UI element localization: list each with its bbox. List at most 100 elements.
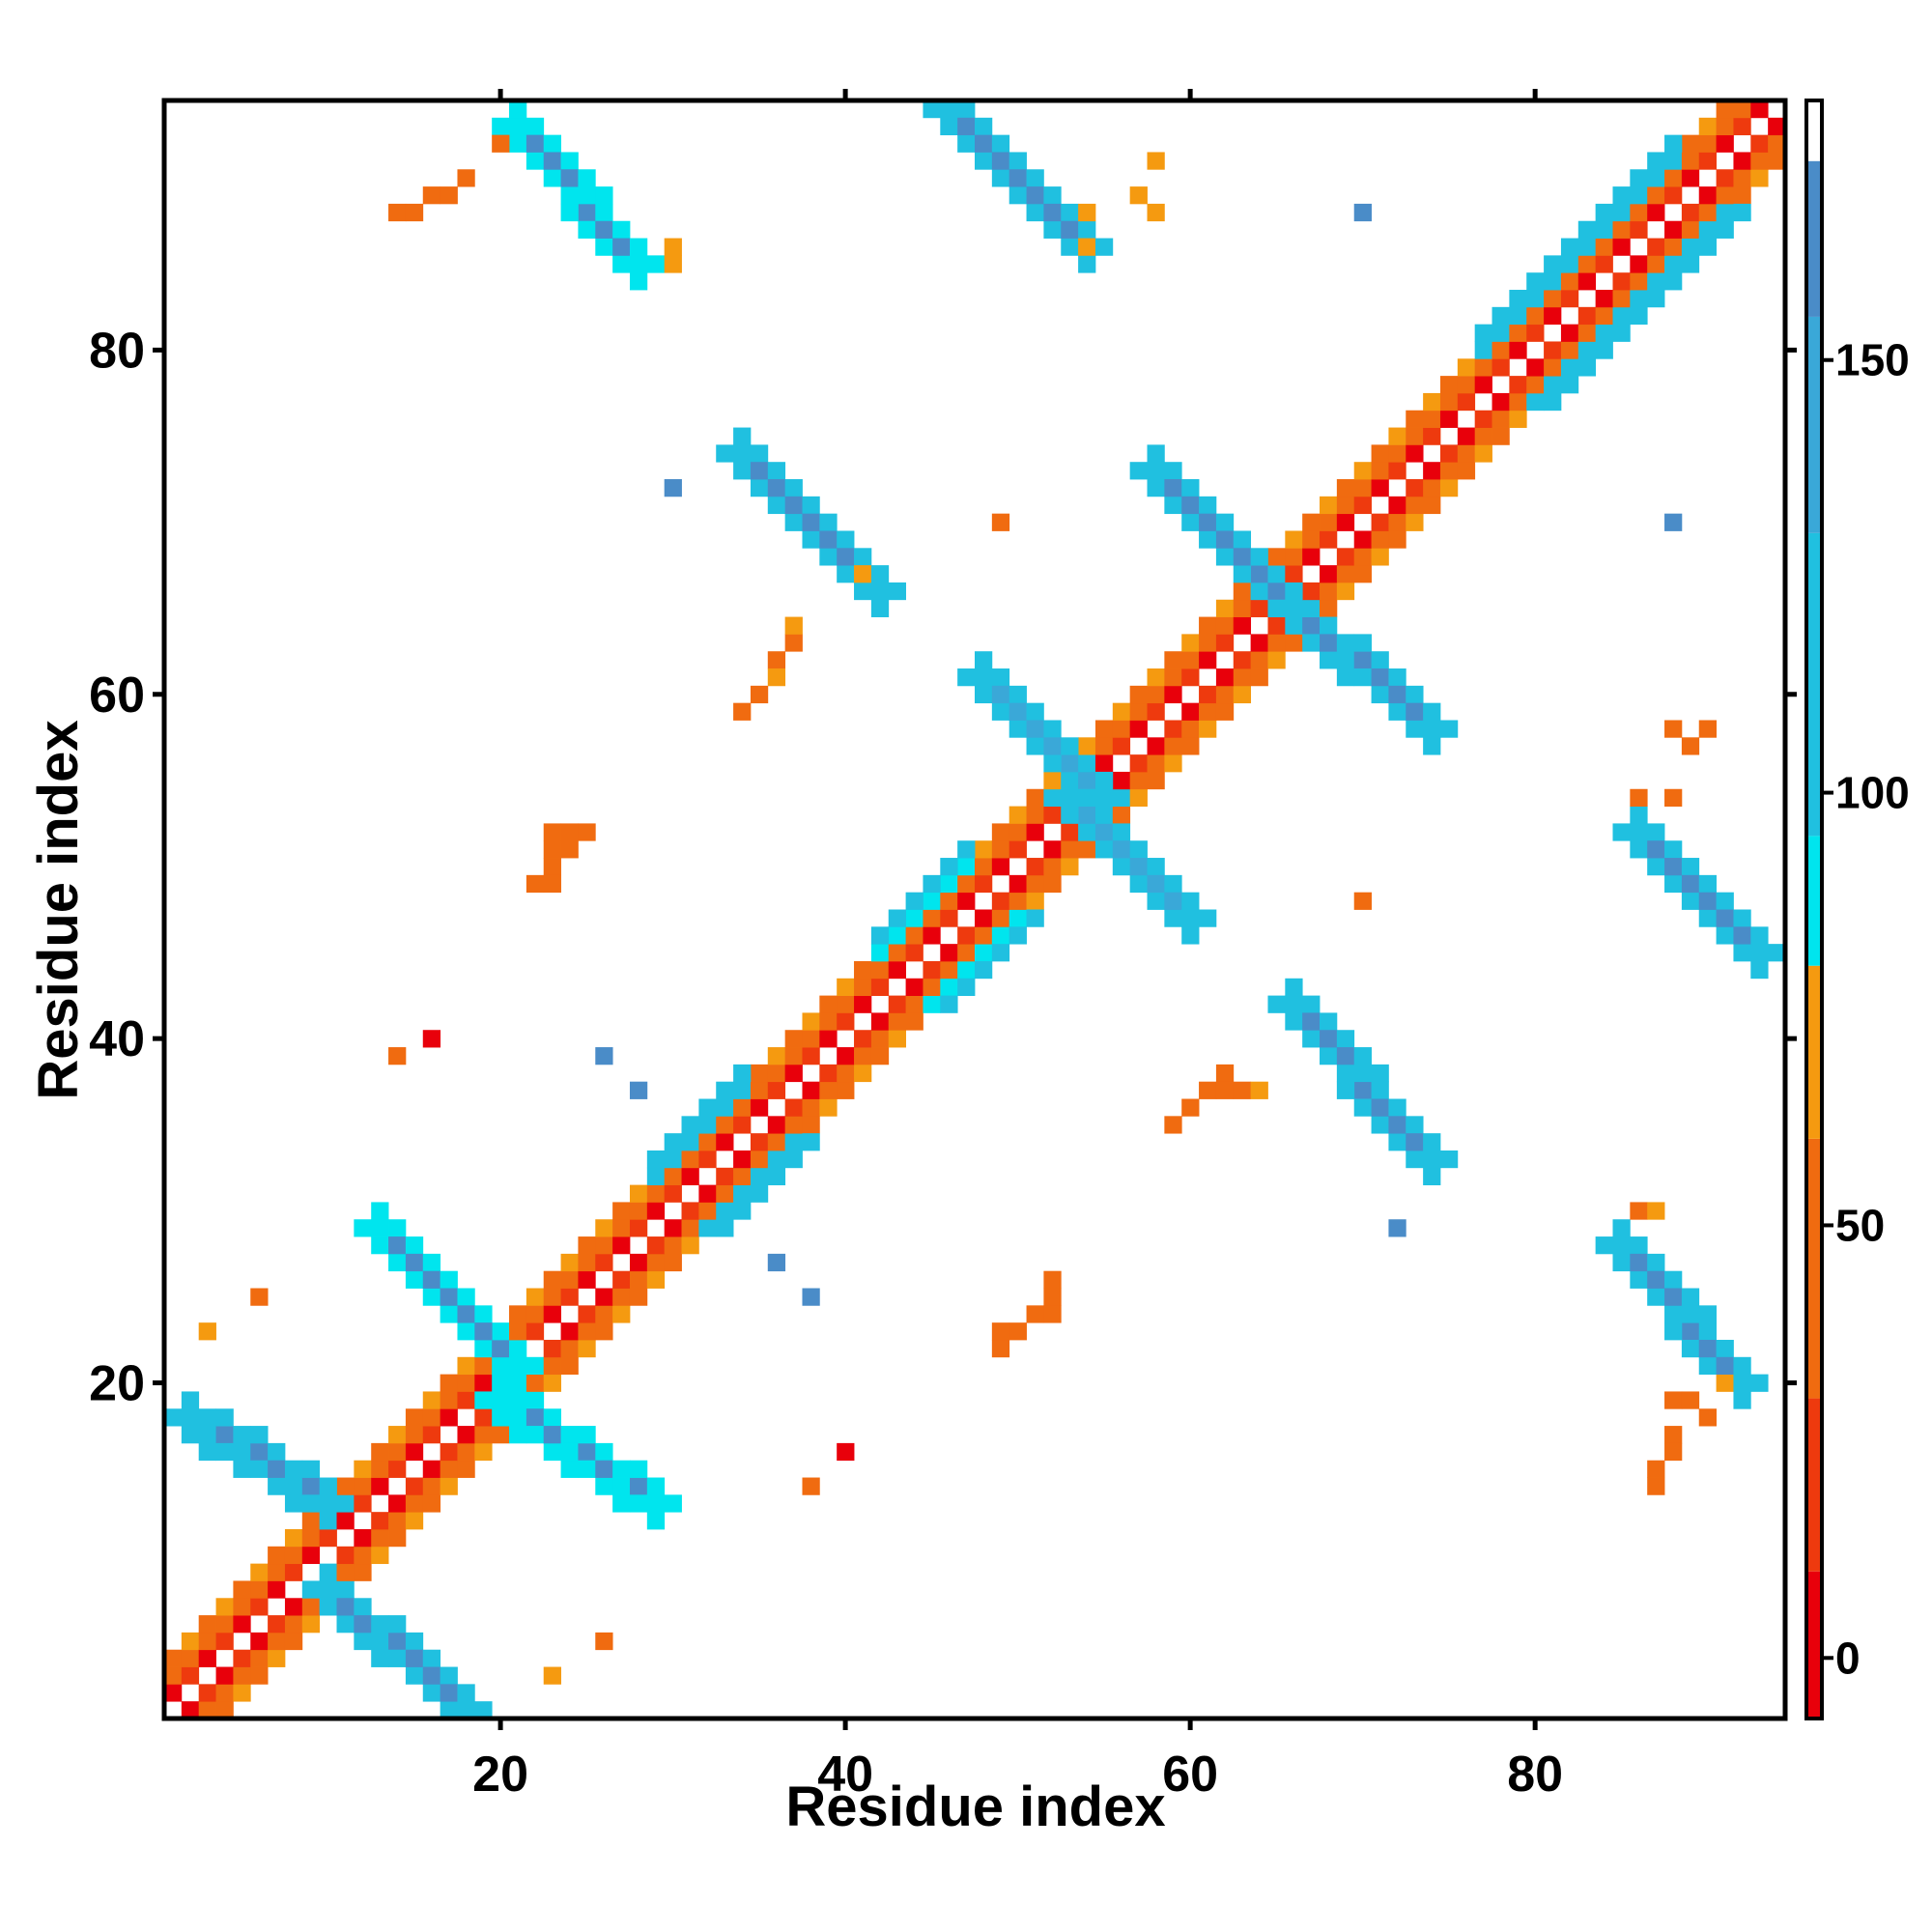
heatmap-cell [1388,668,1406,687]
heatmap-cell [1215,548,1235,566]
heatmap-cell [1733,1374,1751,1392]
heatmap-cell [474,1356,493,1376]
x-tick-label: 60 [1162,1747,1218,1803]
heatmap-cell [595,1322,613,1341]
heatmap-cell [1336,1047,1355,1065]
heatmap-cell [1406,1116,1424,1134]
heatmap-cell [578,186,596,205]
heatmap-cell [440,1270,458,1289]
heatmap-cell [1595,290,1613,308]
heatmap-cell [1129,874,1148,894]
heatmap-cell [1716,169,1734,187]
heatmap-cell [1423,427,1441,445]
heatmap-cell [1181,479,1200,497]
heatmap-cell [543,874,561,894]
heatmap-cell [975,117,993,136]
heatmap-cell [1320,651,1338,669]
heatmap-cell [319,1563,337,1581]
heatmap-cell [1577,324,1597,342]
heatmap-cell [1544,341,1562,359]
heatmap-cell [560,1288,579,1306]
heatmap-cell [1698,720,1717,738]
heatmap-cell [284,1528,303,1548]
heatmap-cell [1509,341,1527,359]
heatmap-cell [1439,392,1459,412]
heatmap-cell [1647,186,1665,205]
heatmap-cell [440,1442,458,1462]
heatmap-cell [1371,530,1389,549]
heatmap-cell [854,995,872,1013]
heatmap-cell [1250,651,1268,669]
heatmap-cell [837,978,855,996]
heatmap-cell [181,1666,200,1685]
heatmap-cell [750,1081,769,1099]
heatmap-cell [870,978,890,996]
heatmap-cell [509,1356,527,1376]
heatmap-cell [1474,427,1492,445]
heatmap-cell [578,169,596,187]
heatmap-cell [1647,858,1665,876]
heatmap-cell [1647,255,1665,273]
heatmap-cell [991,702,1010,721]
heatmap-cell [198,1649,216,1667]
heatmap-cell [767,1116,786,1134]
heatmap-cell [1750,944,1769,962]
heatmap-cell [1147,874,1165,894]
heatmap-cell [819,1098,838,1117]
heatmap-cell [284,1598,303,1616]
heatmap-cell [1544,272,1562,291]
heatmap-cell [1043,874,1062,894]
heatmap-cell [233,1460,251,1478]
heatmap-cell [1509,376,1527,394]
heatmap-cell [457,1356,475,1376]
heatmap-cell [1009,840,1027,859]
heatmap-cell [905,978,923,996]
heatmap-cell [664,479,682,497]
heatmap-cell [492,1339,510,1358]
heatmap-cell [164,1684,183,1702]
heatmap-cell [1647,238,1665,256]
heatmap-cell [1129,702,1148,721]
heatmap-cell [1302,1012,1321,1031]
heatmap-cell [1406,479,1424,497]
heatmap-cell [1094,823,1114,841]
heatmap-cell [1061,203,1079,222]
heatmap-cell [422,1477,441,1495]
heatmap-cell [1129,186,1148,205]
heatmap-cell [1371,668,1389,687]
heatmap-cell [1336,513,1355,531]
heatmap-cell [543,823,561,841]
heatmap-cell [612,1460,631,1478]
heatmap-cell [1371,1081,1389,1099]
heatmap-cell [819,1030,838,1048]
heatmap-cell [371,1202,389,1220]
heatmap-cell [646,1512,666,1530]
heatmap-cell [1215,530,1235,549]
heatmap-cell [1716,1356,1734,1376]
heatmap-cell [1009,892,1027,910]
heatmap-cell [905,1012,923,1031]
heatmap-cell [1267,599,1286,617]
heatmap-cell [405,1426,424,1444]
heatmap-cell [422,1408,441,1427]
heatmap-cell [1181,737,1200,755]
heatmap-cell [560,1356,579,1376]
plot-frame [161,98,1788,1721]
heatmap-cell [1544,392,1562,412]
heatmap-cell [698,1098,717,1117]
heatmap-cell [1423,462,1441,480]
heatmap-cell [388,1528,407,1548]
heatmap-cell [509,1426,527,1444]
heatmap-cell [215,1666,234,1685]
heatmap-cell [716,1219,734,1237]
heatmap-cell [405,1408,424,1427]
heatmap-cell [595,1442,613,1462]
heatmap-cell [1509,410,1527,428]
heatmap-cell [1612,290,1631,308]
heatmap-cell [1612,238,1631,256]
heatmap-cell [1043,754,1062,773]
heatmap-cell [819,995,838,1013]
heatmap-cell [612,1288,631,1306]
heatmap-cell [595,1047,613,1065]
heatmap-cell [509,1322,527,1341]
